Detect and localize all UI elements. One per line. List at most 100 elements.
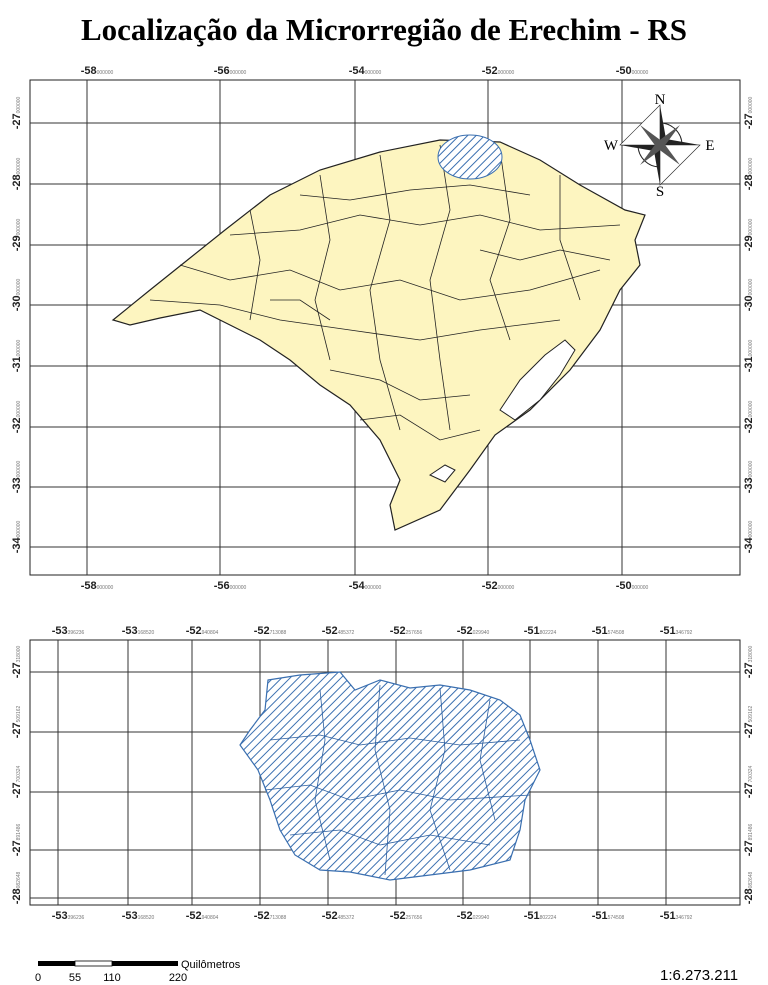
coordinate-label: -53168520 [122,625,155,637]
coordinate-fraction: 318000 [16,645,22,662]
coordinate-fraction: 000000 [16,460,22,477]
coordinate-degrees: -33 [743,477,755,493]
coordinate-label: -32000000 [11,400,23,433]
coordinate-label: -28082648 [743,871,755,904]
state-map: N S E W -58000000-58000000-56000000-5600… [11,65,755,592]
coordinate-fraction: 700324 [748,765,754,782]
coordinate-label: -28000000 [11,157,23,190]
coordinate-degrees: -58 [81,65,97,77]
coordinate-label: -53396236 [52,625,85,637]
coordinate-fraction: 000000 [748,520,754,537]
coordinate-fraction: 509162 [748,705,754,722]
coordinate-degrees: -53 [52,625,68,637]
coordinate-degrees: -28 [11,174,23,190]
coordinate-degrees: -33 [11,477,23,493]
coordinate-degrees: -53 [122,910,138,922]
coordinate-fraction: 000000 [748,278,754,295]
coordinate-label: -50000000 [616,580,649,592]
coordinate-fraction: 168520 [138,915,155,921]
coordinate-fraction: 000000 [365,585,382,591]
coordinate-fraction: 940804 [202,915,219,921]
coordinate-degrees: -29 [11,235,23,251]
coordinate-fraction: 000000 [16,96,22,113]
coordinate-fraction: 000000 [230,585,247,591]
coordinate-fraction: 802224 [540,630,557,636]
coordinate-fraction: 000000 [16,520,22,537]
scale-ratio: 1:6.273.211 [660,967,738,984]
coordinate-fraction: 802224 [540,915,557,921]
coordinate-label: -52257656 [390,625,423,637]
compass-east: E [705,138,714,154]
coordinate-fraction: 318000 [748,645,754,662]
coordinate-label: -31000000 [11,339,23,372]
coordinate-fraction: 000000 [748,460,754,477]
coordinate-label: -29000000 [743,218,755,251]
coordinate-label: -27891486 [11,823,23,856]
coordinate-label: -52713088 [254,625,287,637]
coordinate-label: -52000000 [482,65,515,77]
coordinate-fraction: 396236 [68,915,85,921]
scale-label: 110 [103,972,121,984]
coordinate-label: -29000000 [11,218,23,251]
coordinate-degrees: -27 [743,782,755,798]
coordinate-fraction: 713088 [270,630,287,636]
coordinate-fraction: 000000 [16,400,22,417]
coordinate-fraction: 257656 [406,915,423,921]
coordinate-fraction: 000000 [16,278,22,295]
coordinate-degrees: -27 [743,840,755,856]
coordinate-label: -27509162 [743,705,755,738]
coordinate-fraction: 000000 [16,218,22,235]
compass-north: N [655,92,666,108]
scale-unit: Quilômetros [181,959,241,971]
coordinate-label: -31000000 [743,339,755,372]
coordinate-label: -51346792 [660,910,693,922]
page: Localização da Microrregião de Erechim -… [0,0,768,985]
coordinate-label: -52485372 [322,910,355,922]
coordinate-degrees: -52 [457,910,473,922]
coordinate-fraction: 891486 [16,823,22,840]
coordinate-degrees: -52 [254,910,270,922]
coordinate-fraction: 574508 [608,630,625,636]
coordinate-fraction: 396236 [68,630,85,636]
coordinate-degrees: -53 [52,910,68,922]
coordinate-label: -27700324 [743,765,755,798]
coordinate-fraction: 000000 [748,96,754,113]
microregion-highlight [438,135,502,179]
coordinate-degrees: -52 [322,625,338,637]
coordinate-fraction: 574508 [608,915,625,921]
coordinate-label: -27509162 [11,705,23,738]
coordinate-label: -33000000 [11,460,23,493]
coordinate-fraction: 000000 [230,70,247,76]
coordinate-fraction: 000000 [97,70,114,76]
coordinate-fraction: 000000 [97,585,114,591]
coordinate-degrees: -51 [660,910,676,922]
coordinate-label: -27891486 [743,823,755,856]
coordinate-label: -30000000 [743,278,755,311]
scale-label: 220 [169,972,187,984]
coordinate-degrees: -52 [322,910,338,922]
coordinate-fraction: 509162 [16,705,22,722]
coordinate-label: -27318000 [743,645,755,678]
coordinate-label: -56000000 [214,580,247,592]
coordinate-degrees: -56 [214,580,230,592]
coordinate-label: -27000000 [743,96,755,129]
coordinate-degrees: -52 [482,580,498,592]
coordinate-label: -50000000 [616,65,649,77]
coordinate-label: -52000000 [482,580,515,592]
coordinate-degrees: -27 [11,662,23,678]
coordinate-degrees: -34 [743,537,755,554]
coordinate-degrees: -50 [616,580,632,592]
coordinate-degrees: -28 [743,888,755,904]
coordinate-fraction: 000000 [748,339,754,356]
coordinate-label: -27318000 [11,645,23,678]
coordinate-degrees: -52 [390,910,406,922]
coordinate-fraction: 000000 [498,70,515,76]
coordinate-fraction: 485372 [338,630,355,636]
coordinate-degrees: -54 [349,65,366,77]
coordinate-degrees: -51 [524,625,540,637]
coordinate-label: -52485372 [322,625,355,637]
coordinate-fraction: 485372 [338,915,355,921]
coordinate-label: -51574508 [592,910,625,922]
coordinate-label: -52029940 [457,910,490,922]
coordinate-label: -28000000 [743,157,755,190]
